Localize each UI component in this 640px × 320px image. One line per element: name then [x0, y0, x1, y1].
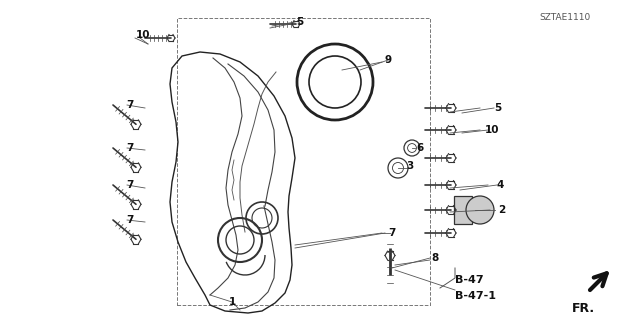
- Text: FR.: FR.: [572, 301, 595, 315]
- Bar: [177, 18, 430, 305]
- Circle shape: [466, 196, 494, 224]
- Text: 7: 7: [126, 143, 134, 153]
- Text: 10: 10: [484, 125, 499, 135]
- Text: SZTAE1110: SZTAE1110: [540, 13, 591, 22]
- Text: 9: 9: [385, 55, 392, 65]
- Text: B-47: B-47: [455, 275, 484, 285]
- Text: 7: 7: [388, 228, 396, 238]
- Text: 5: 5: [296, 17, 303, 27]
- Text: 7: 7: [126, 215, 134, 225]
- Text: 7: 7: [126, 180, 134, 190]
- Text: 7: 7: [126, 100, 134, 110]
- Text: B-47-1: B-47-1: [455, 291, 496, 301]
- Text: 8: 8: [431, 253, 438, 263]
- Text: 4: 4: [496, 180, 504, 190]
- Text: 1: 1: [228, 297, 236, 307]
- Text: 2: 2: [499, 205, 506, 215]
- Text: 10: 10: [136, 30, 150, 40]
- Text: 6: 6: [417, 143, 424, 153]
- Text: 3: 3: [406, 161, 413, 171]
- Text: 5: 5: [494, 103, 502, 113]
- Bar: [454, 196, 472, 224]
